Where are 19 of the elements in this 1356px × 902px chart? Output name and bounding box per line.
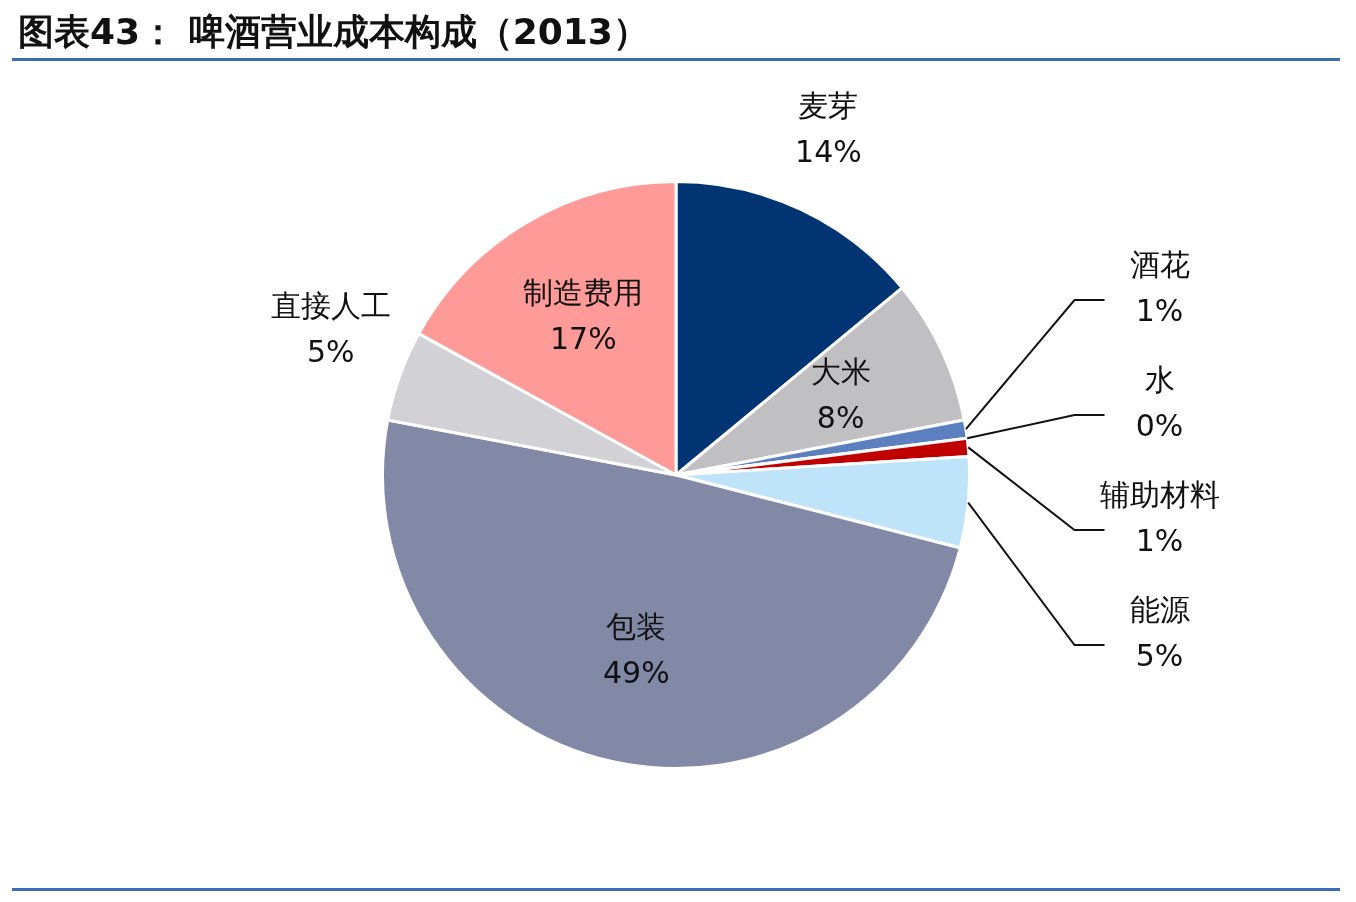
text: 0% — [1135, 407, 1184, 443]
data-label: 14% — [795, 133, 862, 169]
slice-label: 麦芽 — [798, 87, 859, 123]
slice-label: 能源 — [1129, 591, 1190, 627]
data-label: 1% — [1135, 292, 1184, 328]
data-label: 5% — [1135, 637, 1184, 673]
category-label: 水 — [1144, 361, 1175, 397]
data-label: 17% — [550, 321, 617, 357]
slice-label: 直接人工 — [270, 287, 391, 323]
data-label: 1% — [1135, 522, 1184, 558]
slice-label: 制造费用 — [523, 275, 644, 311]
data-label: 49% — [602, 655, 670, 691]
slice-label: 辅助材料 — [1099, 476, 1220, 512]
data-label: 5% — [307, 333, 355, 369]
chart-title: 图表43： 啤酒营业成本构成（2013） — [18, 10, 649, 54]
data-label: 8% — [816, 400, 865, 436]
slice-label: 酒花 — [1129, 246, 1190, 282]
slice-label: 大米 — [810, 354, 871, 390]
slice-label: 包装 — [606, 609, 667, 645]
